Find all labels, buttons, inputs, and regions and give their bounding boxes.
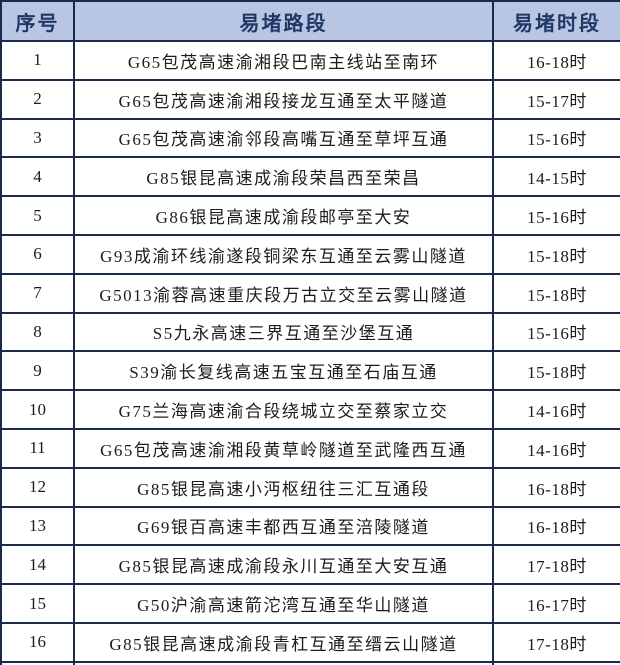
header-road-section: 易堵路段 (73, 0, 494, 42)
road-section-cell: G65包茂高速渝湘段黄草岭隧道至武隆西互通 (73, 427, 494, 469)
time-period-cell: 15-16时 (492, 195, 620, 236)
road-section-cell: G85银昆高速成渝段荣昌西至荣昌 (73, 156, 494, 198)
time-period-cell: 17-18时 (492, 621, 620, 663)
road-section-cell: S39渝长复线高速五宝互通至石庙互通 (73, 350, 494, 392)
road-section-cell: G75兰海高速渝合段绕城立交至蔡家立交 (73, 389, 494, 430)
time-period-cell: 14-16时 (492, 427, 620, 469)
table-row: 13 G69银百高速丰都西互通至涪陵隧道 16-18时 (0, 505, 620, 547)
road-section-cell: G85银昆高速成渝段青杠互通至缙云山隧道 (73, 621, 494, 663)
row-number-cell: 3 (0, 117, 75, 159)
road-section-cell: G86银昆高速成渝段邮亭至大安 (73, 195, 494, 236)
row-number-cell: 7 (0, 272, 75, 314)
table-row: 16 G85银昆高速成渝段青杠互通至缙云山隧道 17-18时 (0, 621, 620, 663)
table-header-row: 序号 易堵路段 易堵时段 (0, 0, 620, 42)
road-section-cell: S5九永高速三界互通至沙堡互通 (73, 311, 494, 353)
road-section-cell: G50沪渝高速箭沱湾互通至华山隧道 (73, 583, 494, 624)
table-row: 15 G50沪渝高速箭沱湾互通至华山隧道 16-17时 (0, 583, 620, 624)
row-number-cell: 17 (0, 660, 75, 665)
road-section-cell: G5013渝蓉高速重庆段万古立交至云雾山隧道 (73, 272, 494, 314)
table-row: 17 G93成渝环线渝遂段大路互通至青木关隧道 16-17时 (0, 660, 620, 665)
table-row: 2 G65包茂高速渝湘段接龙互通至太平隧道 15-17时 (0, 78, 620, 120)
row-number-cell: 16 (0, 621, 75, 663)
table-row: 10 G75兰海高速渝合段绕城立交至蔡家立交 14-16时 (0, 389, 620, 430)
table-row: 1 G65包茂高速渝湘段巴南主线站至南环 16-18时 (0, 40, 620, 81)
road-section-cell: G85银昆高速小沔枢纽往三汇互通段 (73, 466, 494, 508)
road-section-cell: G85银昆高速成渝段永川互通至大安互通 (73, 544, 494, 586)
row-number-cell: 1 (0, 40, 75, 81)
row-number-cell: 4 (0, 156, 75, 198)
table-row: 5 G86银昆高速成渝段邮亭至大安 15-16时 (0, 195, 620, 236)
road-section-cell: G93成渝环线渝遂段铜梁东互通至云雾山隧道 (73, 233, 494, 275)
table-row: 6 G93成渝环线渝遂段铜梁东互通至云雾山隧道 15-18时 (0, 233, 620, 275)
row-number-cell: 10 (0, 389, 75, 430)
time-period-cell: 15-18时 (492, 350, 620, 392)
row-number-cell: 9 (0, 350, 75, 392)
time-period-cell: 16-18时 (492, 505, 620, 547)
time-period-cell: 16-17时 (492, 583, 620, 624)
road-section-cell: G65包茂高速渝湘段接龙互通至太平隧道 (73, 78, 494, 120)
row-number-cell: 14 (0, 544, 75, 586)
table-row: 11 G65包茂高速渝湘段黄草岭隧道至武隆西互通 14-16时 (0, 427, 620, 469)
road-section-cell: G93成渝环线渝遂段大路互通至青木关隧道 (73, 660, 494, 665)
road-section-cell: G69银百高速丰都西互通至涪陵隧道 (73, 505, 494, 547)
table-row: 14 G85银昆高速成渝段永川互通至大安互通 17-18时 (0, 544, 620, 586)
row-number-cell: 11 (0, 427, 75, 469)
time-period-cell: 14-15时 (492, 156, 620, 198)
row-number-cell: 2 (0, 78, 75, 120)
road-section-cell: G65包茂高速渝湘段巴南主线站至南环 (73, 40, 494, 81)
time-period-cell: 15-16时 (492, 117, 620, 159)
header-serial-number: 序号 (0, 0, 75, 42)
table-row: 7 G5013渝蓉高速重庆段万古立交至云雾山隧道 15-18时 (0, 272, 620, 314)
time-period-cell: 14-16时 (492, 389, 620, 430)
row-number-cell: 6 (0, 233, 75, 275)
row-number-cell: 8 (0, 311, 75, 353)
table-row: 9 S39渝长复线高速五宝互通至石庙互通 15-18时 (0, 350, 620, 392)
table-row: 3 G65包茂高速渝邻段高嘴互通至草坪互通 15-16时 (0, 117, 620, 159)
road-section-cell: G65包茂高速渝邻段高嘴互通至草坪互通 (73, 117, 494, 159)
header-time-period: 易堵时段 (492, 0, 620, 42)
time-period-cell: 17-18时 (492, 544, 620, 586)
row-number-cell: 13 (0, 505, 75, 547)
row-number-cell: 12 (0, 466, 75, 508)
time-period-cell: 16-18时 (492, 40, 620, 81)
time-period-cell: 15-17时 (492, 78, 620, 120)
time-period-cell: 15-16时 (492, 311, 620, 353)
table-row: 4 G85银昆高速成渝段荣昌西至荣昌 14-15时 (0, 156, 620, 198)
time-period-cell: 15-18时 (492, 272, 620, 314)
row-number-cell: 5 (0, 195, 75, 236)
time-period-cell: 15-18时 (492, 233, 620, 275)
table-row: 12 G85银昆高速小沔枢纽往三汇互通段 16-18时 (0, 466, 620, 508)
time-period-cell: 16-18时 (492, 466, 620, 508)
table-row: 8 S5九永高速三界互通至沙堡互通 15-16时 (0, 311, 620, 353)
row-number-cell: 15 (0, 583, 75, 624)
